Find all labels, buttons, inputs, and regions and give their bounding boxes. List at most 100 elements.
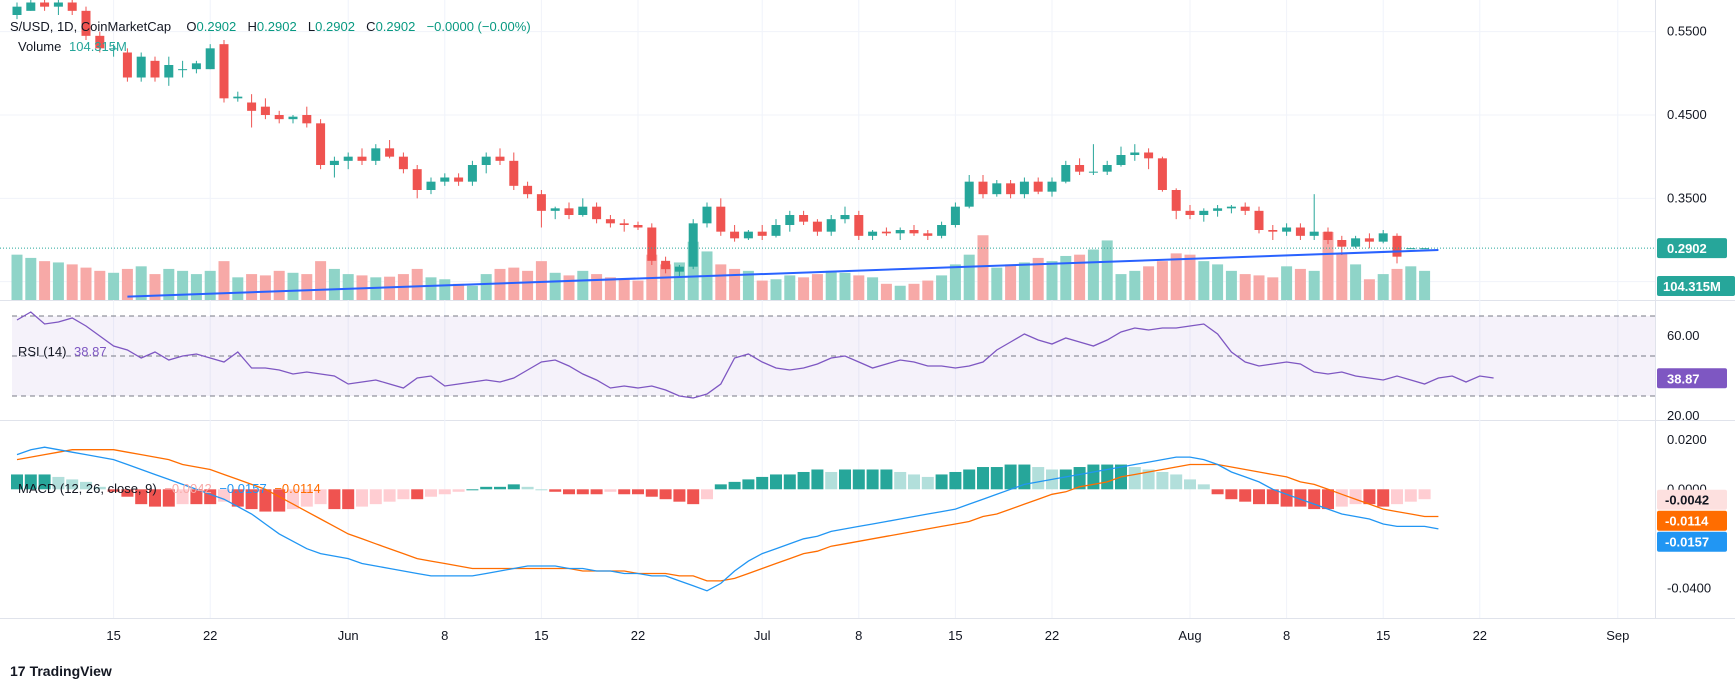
macd-histogram-bar xyxy=(452,489,465,492)
macd-histogram-bar xyxy=(728,481,741,490)
volume-bar xyxy=(1005,264,1017,300)
macd-histogram-bar xyxy=(742,479,755,490)
macd-histogram-bar xyxy=(397,489,410,500)
rsi-label[interactable]: RSI (14) xyxy=(18,344,67,359)
candle-body xyxy=(164,65,174,78)
candle-body xyxy=(260,106,270,115)
volume-bar xyxy=(853,275,865,300)
volume-bar xyxy=(259,275,271,300)
candle-body xyxy=(909,230,919,234)
macd-signal-badge xyxy=(1657,510,1727,531)
volume-bar xyxy=(66,264,78,300)
candle-body xyxy=(385,148,395,157)
macd-histogram-bar xyxy=(1197,484,1210,490)
candle-body xyxy=(881,231,891,234)
volume-bar xyxy=(177,270,189,300)
macd-histogram-bar xyxy=(438,489,451,495)
volume-bar xyxy=(1225,270,1237,300)
macd-histogram-bar xyxy=(287,489,299,510)
volume-bar xyxy=(1281,266,1293,300)
candle-body xyxy=(550,208,560,211)
candle-body xyxy=(467,165,477,182)
macd-histogram-bar xyxy=(963,469,976,490)
macd-signal-badge-text: -0.0114 xyxy=(1665,514,1709,529)
candle-body xyxy=(743,231,753,239)
rsi-axis-label: 60.00 xyxy=(1667,328,1700,343)
macd-line xyxy=(16,446,1439,592)
candle-body xyxy=(937,225,947,236)
macd-histogram-bar xyxy=(935,474,948,490)
volume-bar xyxy=(1419,270,1431,300)
macd-histogram-bar xyxy=(107,489,120,492)
macd-histogram-bar xyxy=(66,479,79,490)
volume-label[interactable]: Volume xyxy=(18,39,62,54)
volume-badge-text: 104.315M xyxy=(1663,279,1721,294)
candle-body xyxy=(357,156,367,161)
volume-bar xyxy=(894,285,906,300)
macd-label[interactable]: MACD (12, 26, close, 9) xyxy=(18,481,157,496)
macd-histogram-bar xyxy=(1128,467,1141,490)
volume-bar xyxy=(991,267,1003,300)
candle-body xyxy=(1323,231,1333,240)
volume-bar xyxy=(632,280,644,300)
candle-body xyxy=(1075,165,1085,172)
symbol-label[interactable]: S/USD, 1D, CoinMarketCap xyxy=(10,19,172,34)
macd-histogram-bar xyxy=(480,486,493,490)
candle-body xyxy=(785,215,795,225)
candle-body xyxy=(826,219,836,232)
low-label: L xyxy=(307,19,316,34)
macd-histogram-bar xyxy=(1156,471,1169,490)
volume-bar xyxy=(425,277,437,300)
macd-histogram-bar xyxy=(632,489,644,495)
volume-bar xyxy=(1377,274,1389,300)
volume-bar xyxy=(784,275,796,300)
candle-body xyxy=(523,185,533,195)
candle-body xyxy=(440,177,450,182)
macd-histogram-bar xyxy=(783,474,796,490)
price-axis-label: 0.4500 xyxy=(1667,107,1707,122)
candle-body xyxy=(95,35,105,49)
candle-body xyxy=(1199,210,1209,215)
macd-histogram-bar xyxy=(231,489,244,507)
candle-body xyxy=(412,169,422,190)
candle-body xyxy=(674,266,684,272)
macd-histogram-bar xyxy=(176,489,189,505)
time-axis-label: Jun xyxy=(338,628,359,643)
macd-histogram-bar xyxy=(563,489,575,495)
macd-histogram-bar xyxy=(1404,489,1417,502)
macd-histogram-bar xyxy=(38,474,51,490)
volume-bar xyxy=(949,264,961,300)
candle-body xyxy=(371,148,381,161)
candle-body xyxy=(219,44,229,99)
macd-histogram-bar xyxy=(93,486,106,490)
volume-bar xyxy=(1143,266,1155,300)
candle-body xyxy=(992,183,1002,195)
volume-bar xyxy=(1308,270,1320,300)
candle-body xyxy=(578,206,588,215)
macd-histogram-bar xyxy=(908,474,920,490)
volume-bar xyxy=(1046,261,1058,300)
macd-hist-value: −0.0042 xyxy=(164,481,212,496)
candle-body xyxy=(647,227,657,261)
candle-body xyxy=(688,223,698,267)
volume-bar xyxy=(922,280,934,300)
volume-bar xyxy=(453,283,465,300)
volume-bar xyxy=(549,272,561,300)
macd-line-badge xyxy=(1657,531,1727,552)
candle-body xyxy=(1061,165,1071,182)
tradingview-logo[interactable]: 17 TradingView xyxy=(10,663,112,679)
candle-body xyxy=(592,206,602,220)
volume-bar xyxy=(1294,268,1306,300)
candle-body xyxy=(1033,181,1043,192)
candle-body xyxy=(1213,208,1223,211)
candle-body xyxy=(302,115,312,124)
candle-body xyxy=(619,223,629,225)
macd-histogram-bar xyxy=(1308,489,1321,510)
macd-histogram-bar xyxy=(1170,474,1183,490)
macd-hist-badge xyxy=(1657,489,1727,510)
candle-body xyxy=(950,206,960,225)
macd-axis-label: -0.0400 xyxy=(1667,580,1711,595)
macd-histogram-bar xyxy=(1087,464,1100,490)
volume-bar xyxy=(466,285,478,300)
volume-bar xyxy=(825,270,837,300)
